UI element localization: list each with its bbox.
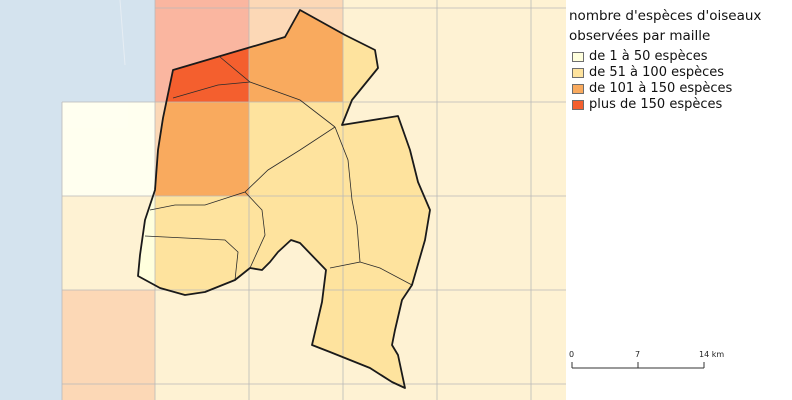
cell — [437, 290, 531, 384]
legend-label: de 1 à 50 espèces — [589, 49, 708, 64]
cell — [531, 196, 566, 290]
cell — [155, 384, 249, 400]
cell — [155, 0, 249, 8]
grid-lines — [61, 0, 566, 400]
legend-title-line1: nombre d'espèces d'oiseaux — [569, 8, 762, 24]
cell — [437, 196, 531, 290]
scale-label-14: 14 km — [699, 350, 725, 359]
scale-label-7: 7 — [635, 350, 641, 359]
coastline-faint — [119, 0, 126, 66]
cell — [249, 0, 343, 8]
scale-bar-graphic — [571, 362, 705, 369]
legend-swatch — [572, 52, 584, 62]
map-canvas[interactable] — [0, 0, 566, 400]
cell — [62, 290, 155, 384]
legend-swatch — [572, 84, 584, 94]
internal-boundaries — [144, 56, 413, 286]
cell — [531, 102, 566, 196]
legend-label: de 51 à 100 espèces — [589, 65, 725, 80]
cell — [437, 102, 531, 196]
cell — [531, 8, 566, 102]
sea-area-north — [62, 0, 155, 102]
legend-swatch — [572, 100, 584, 110]
cell — [343, 384, 437, 400]
legend-swatch — [572, 68, 584, 78]
scale-label-0: 0 — [569, 350, 575, 359]
cell — [62, 102, 155, 196]
legend-label: plus de 150 espèces — [589, 97, 723, 112]
legend-title: nombre d'espèces d'oiseaux observées par… — [569, 6, 791, 46]
cell — [531, 290, 566, 384]
cell — [249, 102, 343, 196]
cell — [437, 0, 531, 8]
cell — [62, 384, 155, 400]
cell — [531, 384, 566, 400]
cell — [155, 102, 249, 196]
legend: nombre d'espèces d'oiseaux observées par… — [566, 0, 792, 400]
cell — [155, 290, 249, 384]
scale-bar: 0 7 14 km — [566, 348, 792, 378]
cell — [531, 0, 566, 8]
sea-area — [0, 0, 62, 400]
legend-title-line2: observées par maille — [569, 28, 711, 44]
cell — [155, 196, 249, 290]
legend-label: de 101 à 150 espèces — [589, 81, 733, 96]
cell — [343, 0, 437, 8]
commune-boundary — [137, 9, 431, 389]
cell — [437, 8, 531, 102]
cell — [249, 384, 343, 400]
cell — [437, 384, 531, 400]
